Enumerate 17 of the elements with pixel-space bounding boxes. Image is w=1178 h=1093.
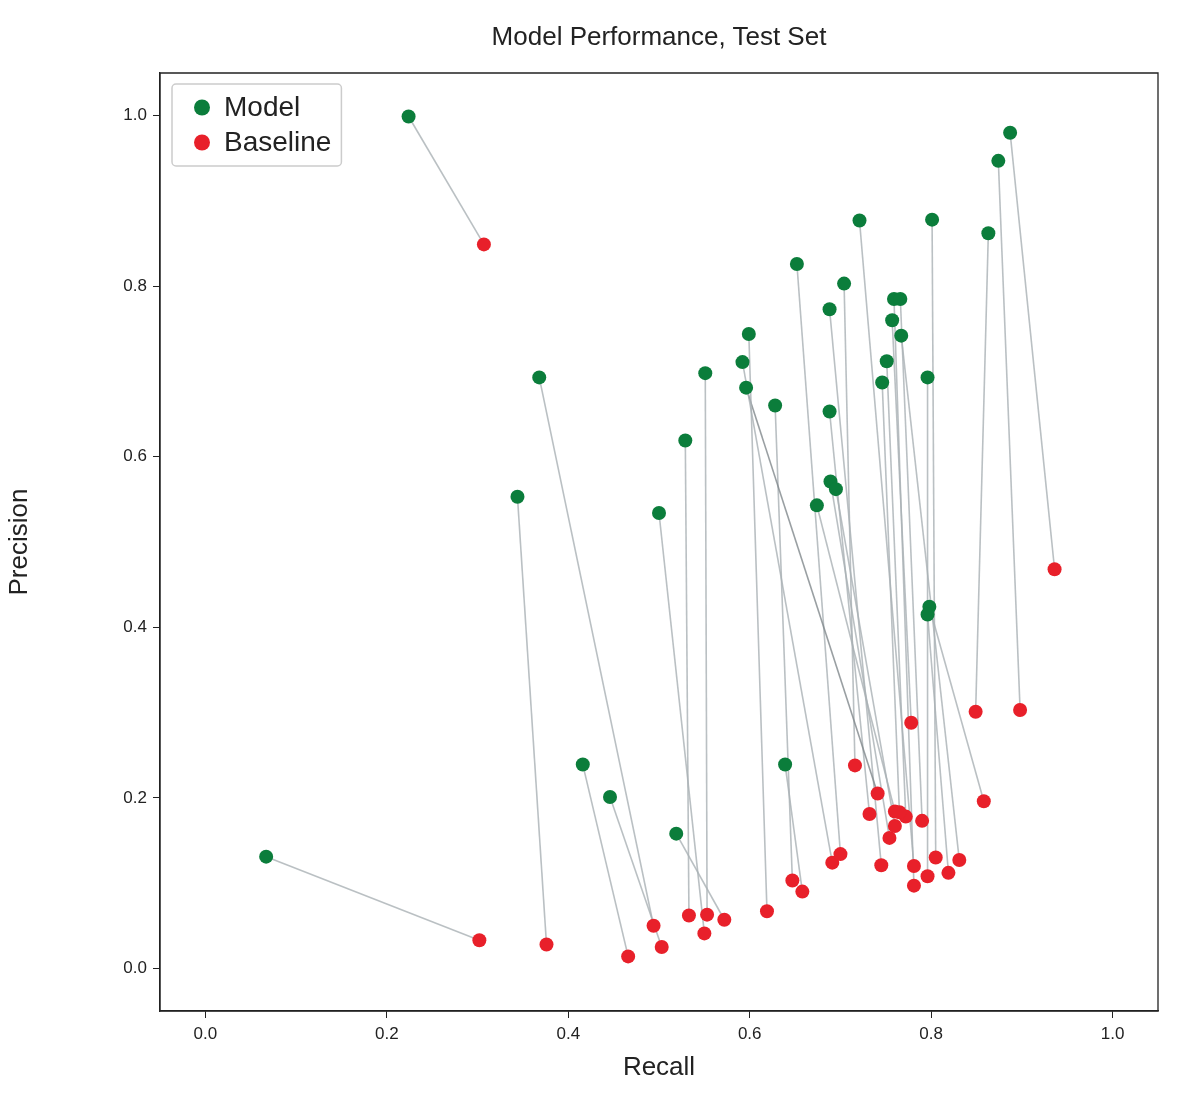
x-tick-label: 0.6: [737, 1023, 762, 1043]
chart-title: Model Performance, Test Set: [491, 21, 828, 52]
x-axis-title: Recall: [622, 1050, 696, 1081]
x-tick-label: 0.0: [193, 1023, 218, 1043]
y-tick-label: 1.0: [123, 105, 147, 125]
y-tick-label: 0.4: [123, 616, 147, 636]
y-tick-label: 0.8: [123, 275, 147, 295]
y-tick-label: 0.2: [123, 787, 147, 807]
x-tick-label: 1.0: [1100, 1023, 1125, 1043]
y-tick-label: 0.0: [123, 958, 147, 978]
legend-label: Baseline: [224, 126, 332, 158]
y-axis-title: Precision: [2, 488, 33, 596]
y-tick-label: 0.6: [123, 446, 147, 466]
x-tick-label: 0.4: [556, 1023, 581, 1043]
legend-label: Model: [224, 91, 301, 123]
x-tick-label: 0.8: [919, 1023, 943, 1043]
x-tick-label: 0.2: [375, 1023, 399, 1043]
